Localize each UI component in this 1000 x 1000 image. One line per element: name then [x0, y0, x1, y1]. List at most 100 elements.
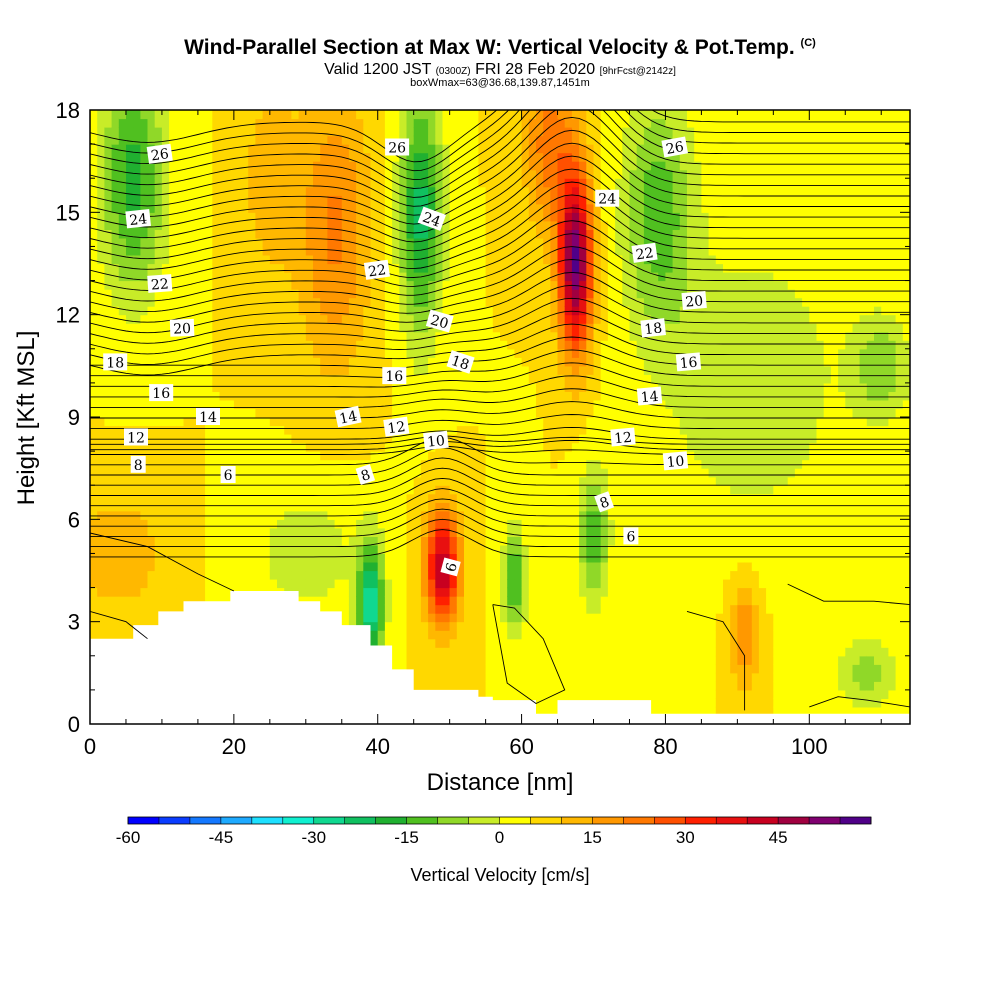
velocity-cell — [471, 562, 479, 572]
velocity-cell — [514, 425, 523, 435]
velocity-cell — [298, 425, 307, 435]
velocity-cell — [428, 280, 436, 290]
velocity-cell — [399, 553, 408, 563]
velocity-cell — [169, 110, 177, 120]
velocity-cell — [269, 331, 278, 341]
velocity-cell — [413, 348, 422, 358]
velocity-cell — [507, 280, 515, 290]
velocity-cell — [161, 161, 170, 171]
velocity-cell — [255, 169, 264, 179]
velocity-cell — [528, 144, 537, 154]
velocity-cell — [147, 212, 156, 222]
velocity-cell — [392, 161, 400, 171]
velocity-cell — [485, 621, 494, 631]
velocity-cell — [118, 195, 127, 205]
velocity-cell — [543, 110, 551, 120]
velocity-cell — [442, 536, 451, 546]
velocity-cell — [550, 451, 559, 461]
velocity-cell — [536, 161, 544, 171]
velocity-cell — [104, 493, 113, 503]
velocity-cell — [269, 468, 278, 478]
velocity-cell — [233, 527, 242, 537]
velocity-cell — [392, 127, 400, 137]
velocity-cell — [478, 596, 487, 606]
velocity-cell — [442, 476, 451, 486]
velocity-cell — [464, 613, 472, 623]
velocity-cell — [579, 382, 587, 392]
velocity-cell — [428, 638, 436, 648]
velocity-cell — [111, 144, 120, 154]
velocity-cell — [147, 493, 156, 503]
velocity-cell — [154, 263, 163, 273]
velocity-cell — [377, 442, 386, 452]
velocity-cell — [428, 340, 436, 350]
velocity-cell — [557, 570, 566, 580]
velocity-cell — [219, 527, 228, 537]
velocity-cell — [413, 237, 422, 247]
velocity-cell — [528, 434, 537, 444]
velocity-cell — [420, 374, 429, 384]
velocity-cell — [521, 237, 530, 247]
velocity-cell — [428, 246, 436, 256]
velocity-cell — [241, 255, 249, 265]
velocity-cell — [284, 408, 292, 418]
velocity-cell — [97, 417, 105, 427]
velocity-cell — [97, 255, 105, 265]
velocity-cell — [428, 621, 436, 631]
velocity-cell — [334, 306, 343, 316]
velocity-cell — [456, 485, 465, 495]
velocity-cell — [305, 476, 314, 486]
velocity-cell — [348, 297, 357, 307]
velocity-cell — [320, 374, 328, 384]
velocity-cell — [133, 152, 141, 162]
velocity-cell — [507, 297, 515, 307]
velocity-cell — [205, 263, 213, 273]
velocity-cell — [392, 382, 400, 392]
velocity-cell — [500, 570, 508, 580]
velocity-cell — [564, 442, 573, 452]
velocity-cell — [111, 596, 120, 606]
velocity-cell — [190, 596, 199, 606]
velocity-cell — [327, 272, 336, 282]
velocity-cell — [140, 408, 149, 418]
velocity-cell — [183, 527, 192, 537]
velocity-cell — [241, 314, 249, 324]
velocity-cell — [557, 323, 566, 333]
velocity-cell — [356, 604, 364, 614]
velocity-cell — [320, 331, 328, 341]
velocity-cell — [557, 280, 566, 290]
velocity-cell — [528, 630, 537, 640]
velocity-cell — [492, 544, 501, 554]
velocity-cell — [111, 579, 120, 589]
velocity-cell — [126, 391, 134, 401]
velocity-cell — [471, 647, 479, 657]
velocity-cell — [348, 536, 357, 546]
velocity-cell — [586, 689, 595, 699]
velocity-cell — [500, 425, 508, 435]
velocity-cell — [413, 672, 422, 682]
velocity-cell — [478, 382, 487, 392]
velocity-cell — [255, 527, 264, 537]
velocity-cell — [126, 331, 134, 341]
velocity-cell — [233, 186, 242, 196]
velocity-cell — [248, 485, 256, 495]
velocity-cell — [169, 493, 177, 503]
velocity-cell — [169, 289, 177, 299]
velocity-cell — [291, 229, 300, 239]
velocity-cell — [269, 553, 278, 563]
velocity-cell — [212, 152, 221, 162]
velocity-cell — [536, 348, 544, 358]
velocity-cell — [284, 391, 292, 401]
velocity-cell — [313, 562, 321, 572]
velocity-cell — [449, 229, 458, 239]
velocity-cell — [485, 689, 494, 699]
velocity-cell — [449, 118, 458, 128]
velocity-cell — [348, 451, 357, 461]
velocity-cell — [212, 135, 221, 145]
velocity-cell — [176, 519, 185, 529]
velocity-cell — [169, 161, 177, 171]
velocity-cell — [341, 331, 350, 341]
velocity-cell — [420, 220, 429, 230]
velocity-cell — [212, 442, 221, 452]
velocity-cell — [536, 186, 544, 196]
